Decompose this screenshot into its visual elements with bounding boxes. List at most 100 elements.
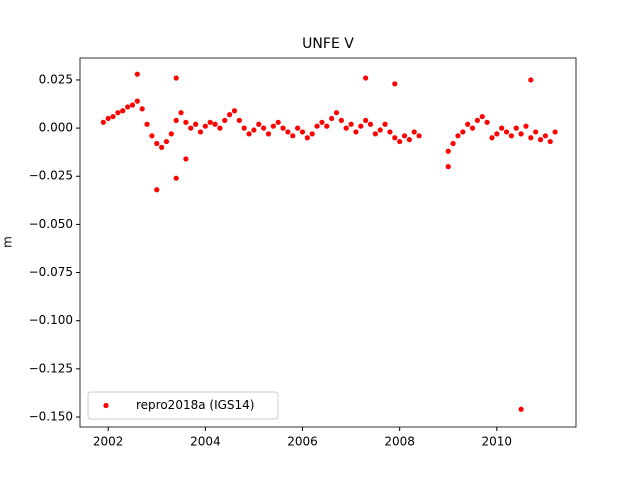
point (202, 123, 208, 129)
y-tick-label: 0.000 (39, 121, 73, 135)
point (479, 113, 485, 120)
point (290, 133, 296, 139)
point (411, 129, 417, 135)
point (455, 133, 461, 139)
point (324, 123, 330, 129)
point (149, 133, 155, 139)
point (518, 131, 524, 137)
point (445, 164, 451, 170)
point (392, 135, 398, 141)
point (261, 125, 267, 131)
point (338, 117, 344, 123)
point (207, 119, 213, 125)
point (197, 129, 204, 135)
point (304, 135, 310, 141)
point (222, 117, 228, 123)
point (299, 129, 306, 135)
y-tick-label: −0.075 (29, 265, 73, 279)
point (353, 129, 359, 135)
legend-marker (103, 402, 109, 409)
point (499, 125, 505, 131)
point (503, 129, 510, 135)
point (518, 406, 524, 412)
point (280, 125, 286, 131)
point (183, 156, 189, 162)
point (450, 140, 456, 147)
point (363, 75, 369, 81)
point (100, 119, 106, 125)
point (523, 123, 529, 129)
point (377, 127, 383, 133)
point (159, 144, 165, 150)
x-tick-label: 2002 (93, 435, 124, 449)
point (105, 115, 111, 122)
point (270, 123, 276, 129)
legend-box (87, 391, 279, 420)
point (110, 113, 116, 120)
point (285, 129, 291, 135)
point (314, 123, 320, 129)
point (416, 133, 422, 139)
point (154, 140, 160, 147)
point (227, 112, 233, 118)
point (465, 121, 471, 127)
point (154, 187, 160, 193)
y-tick-label: −0.050 (29, 217, 73, 231)
point (329, 115, 335, 122)
point (489, 135, 495, 141)
point (358, 123, 364, 129)
point (387, 129, 393, 135)
y-tick-label: 0.025 (39, 72, 73, 86)
point (445, 148, 451, 154)
point (275, 119, 281, 125)
y-tick-label: −0.100 (29, 313, 73, 327)
point (231, 108, 238, 114)
point (212, 121, 218, 127)
point (134, 71, 140, 77)
x-tick-label: 2004 (190, 435, 221, 449)
point (367, 121, 374, 127)
point (188, 125, 194, 131)
point (552, 129, 558, 135)
point (139, 106, 145, 112)
point (508, 133, 514, 139)
point (163, 138, 170, 145)
point (406, 137, 412, 143)
point (474, 117, 480, 123)
point (120, 108, 126, 114)
point (528, 135, 534, 141)
point (363, 117, 369, 123)
point (528, 77, 534, 83)
point (319, 119, 325, 125)
legend-label: repro2018a (IGS14) (136, 398, 254, 412)
point (295, 125, 301, 131)
point (256, 121, 262, 127)
point (173, 175, 179, 181)
plot-frame (79, 57, 577, 428)
point (372, 131, 378, 137)
point (236, 117, 242, 123)
y-axis-label: m (1, 236, 15, 248)
point (537, 137, 544, 143)
point (246, 131, 252, 137)
point (173, 117, 179, 123)
point (115, 110, 121, 116)
point (513, 125, 519, 131)
point (392, 81, 398, 87)
point (494, 131, 500, 137)
legend: repro2018a (IGS14) (87, 391, 279, 420)
point (469, 125, 476, 131)
point (533, 129, 539, 135)
point (134, 98, 140, 104)
point (178, 110, 184, 116)
point (397, 138, 403, 145)
point (401, 133, 408, 139)
y-tick-label: −0.125 (29, 361, 73, 375)
point (241, 125, 247, 131)
point (348, 121, 354, 127)
y-tick-label: −0.150 (29, 409, 73, 423)
point (265, 131, 272, 137)
point (251, 127, 257, 133)
point (343, 125, 349, 131)
